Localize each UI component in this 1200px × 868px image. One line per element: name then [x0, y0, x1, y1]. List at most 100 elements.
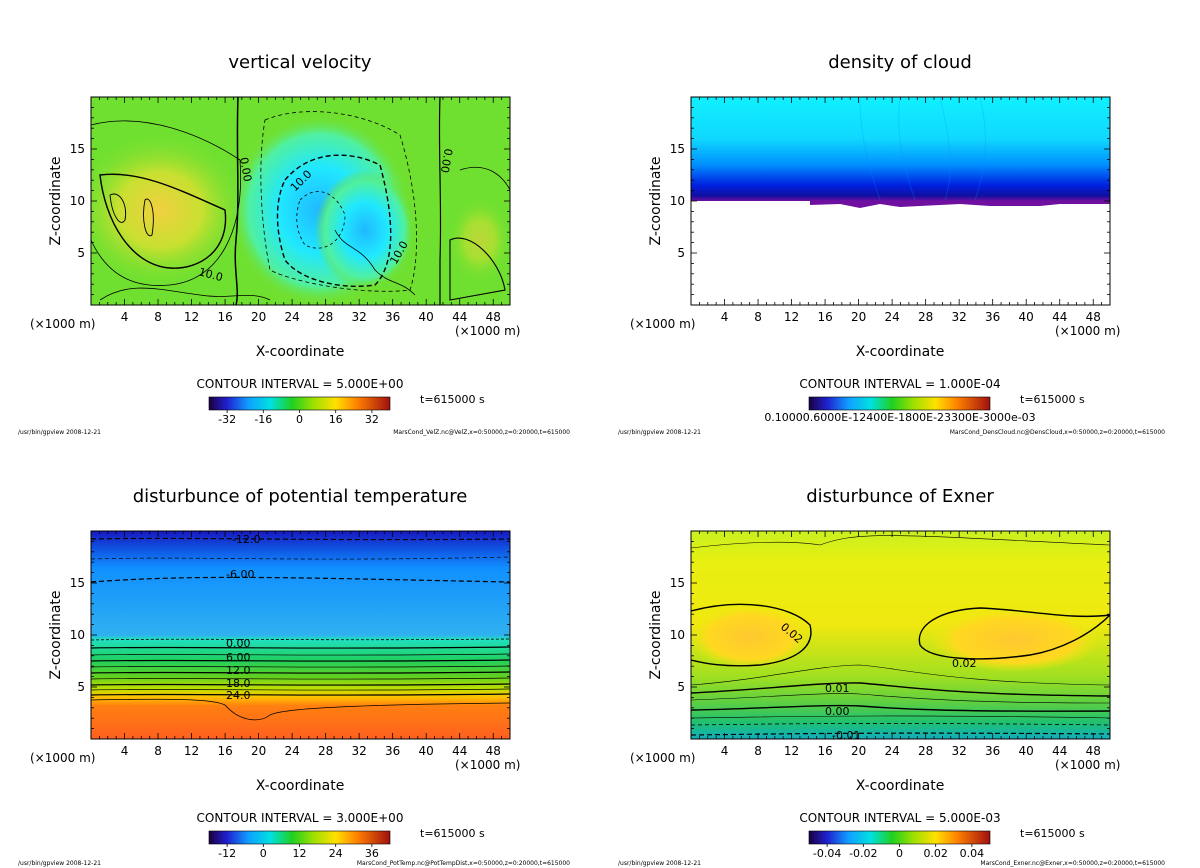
contour-label: 10.0: [197, 265, 224, 284]
x-tick-label: 40: [419, 310, 434, 324]
colorbar: [208, 396, 391, 411]
x-tick-label: 4: [121, 744, 129, 758]
x-tick-label: 8: [154, 744, 162, 758]
footer-right: MarsCond_VelZ.nc@VelZ,x=0:50000,z=0:2000…: [393, 429, 570, 436]
panel-potential-temperature: disturbunce of potential temperature -12…: [18, 486, 570, 867]
x-unit-left: (×1000 m): [30, 317, 95, 331]
x-tick-label: 20: [251, 744, 266, 758]
chart-title: vertical velocity: [228, 52, 372, 73]
contour-label: 18.0: [226, 677, 251, 690]
y-tick-label: 15: [670, 576, 685, 590]
colorbar-tick-label: -32: [218, 413, 236, 426]
y-tick-label: 15: [670, 142, 685, 156]
y-tick-label: 5: [677, 246, 685, 260]
x-tick-label: 20: [851, 310, 866, 324]
x-tick-label: 32: [352, 744, 367, 758]
contour-label: -6.00: [226, 568, 254, 581]
y-axis-label: Z-coordinate: [48, 156, 64, 245]
x-tick-label: 28: [918, 744, 933, 758]
contour-interval-note: CONTOUR INTERVAL = 5.000E-03: [799, 811, 1000, 825]
y-tick-label: 5: [77, 246, 85, 260]
x-tick-label: 20: [851, 744, 866, 758]
x-tick-label: 12: [184, 310, 199, 324]
y-tick-label: 5: [677, 680, 685, 694]
x-tick-label: 16: [817, 310, 832, 324]
colorbar-tick-label: -16: [254, 413, 272, 426]
panel-exner: disturbunce of Exner 0.02 0.02 0.01 0.00: [618, 486, 1165, 867]
x-tick-label: 12: [184, 744, 199, 758]
contour-label: 0.00: [226, 637, 251, 650]
x-tick-label: 24: [884, 744, 899, 758]
y-tick-label: 15: [70, 576, 85, 590]
x-tick-label: 4: [721, 310, 729, 324]
y-axis-label: Z-coordinate: [648, 156, 664, 245]
y-tick-label: 5: [77, 680, 85, 694]
x-tick-label: 48: [486, 310, 501, 324]
x-tick-label: 28: [318, 744, 333, 758]
chart-title: density of cloud: [828, 52, 972, 73]
x-axis-label: X-coordinate: [856, 344, 945, 360]
x-tick-label: 24: [284, 744, 299, 758]
x-unit-left: (×1000 m): [630, 317, 695, 331]
colorbar-tick-label: 0.02: [923, 847, 948, 860]
x-tick-label: 48: [486, 744, 501, 758]
contour-interval-note: CONTOUR INTERVAL = 1.000E-04: [799, 377, 1000, 391]
y-tick-label: 10: [70, 194, 85, 208]
footer-left: /usr/bin/gpview 2008-12-21: [618, 429, 701, 436]
x-tick-label: 8: [754, 744, 762, 758]
heatmap-field: -12.0 -6.00 0.00 6.00 12.0 18.0 24.0: [91, 531, 510, 739]
x-unit-right: (×1000 m): [1055, 758, 1120, 772]
colorbar-tick-label: 0: [296, 413, 303, 426]
colorbar-tick-label: 0: [260, 847, 267, 860]
chart-title: disturbunce of potential temperature: [133, 486, 468, 507]
colorbar-tick-label: 24: [329, 847, 343, 860]
x-tick-label: 48: [1086, 744, 1101, 758]
footer-left: /usr/bin/gpview 2008-12-21: [18, 860, 101, 867]
x-unit-right: (×1000 m): [455, 324, 520, 338]
x-tick-label: 4: [721, 744, 729, 758]
colorbar: [808, 830, 991, 845]
contour-label: 24.0: [226, 689, 251, 702]
heatmap-field: 0.00 10.0 0.00 10.0 10.0: [91, 97, 510, 305]
x-tick-label: 44: [1052, 310, 1067, 324]
x-tick-label: 12: [784, 310, 799, 324]
contour-label: 6.00: [226, 651, 251, 664]
time-label: t=615000 s: [1020, 393, 1085, 406]
x-tick-label: 36: [385, 310, 400, 324]
x-tick-label: 40: [1019, 310, 1034, 324]
x-tick-label: 32: [352, 310, 367, 324]
x-tick-label: 36: [985, 744, 1000, 758]
contour-label: 12.0: [226, 664, 251, 677]
contour-label: 0.00: [438, 147, 455, 173]
y-axis-label: Z-coordinate: [648, 590, 664, 679]
time-label: t=615000 s: [420, 393, 485, 406]
x-unit-left: (×1000 m): [30, 751, 95, 765]
x-tick-label: 40: [1019, 744, 1034, 758]
footer-right: MarsCond_DensCloud.nc@DensCloud,x=0:5000…: [950, 429, 1165, 436]
x-tick-label: 16: [217, 310, 232, 324]
footer-right: MarsCond_Exner.nc@Exner,x=0:50000,z=0:20…: [980, 860, 1165, 867]
footer-right: MarsCond_PotTemp.nc@PotTempDist,x=0:5000…: [357, 860, 570, 867]
x-tick-label: 20: [251, 310, 266, 324]
contour-label: 0.01: [825, 682, 850, 695]
x-tick-label: 28: [318, 310, 333, 324]
chart-title: disturbunce of Exner: [806, 486, 994, 507]
x-tick-label: 44: [452, 310, 467, 324]
x-unit-right: (×1000 m): [1055, 324, 1120, 338]
colorbar-tick-label: -0.02: [849, 847, 877, 860]
contour-label: 0.00: [237, 156, 254, 182]
x-tick-label: 36: [385, 744, 400, 758]
colorbar-tick-label: 12: [293, 847, 307, 860]
x-tick-label: 44: [452, 744, 467, 758]
y-axis-label: Z-coordinate: [48, 590, 64, 679]
y-tick-label: 10: [670, 194, 685, 208]
colorbar-tick-label: 16: [329, 413, 343, 426]
panel-density-of-cloud: density of cloud 4 8 12 16 20 24 28 32 36 40 44 485…: [618, 52, 1165, 436]
x-tick-label: 8: [154, 310, 162, 324]
heatmap-field: [691, 97, 1110, 305]
colorbar: [808, 396, 991, 411]
x-tick-label: 24: [284, 310, 299, 324]
x-tick-label: 16: [817, 744, 832, 758]
colorbar-tick-label: 36: [365, 847, 379, 860]
